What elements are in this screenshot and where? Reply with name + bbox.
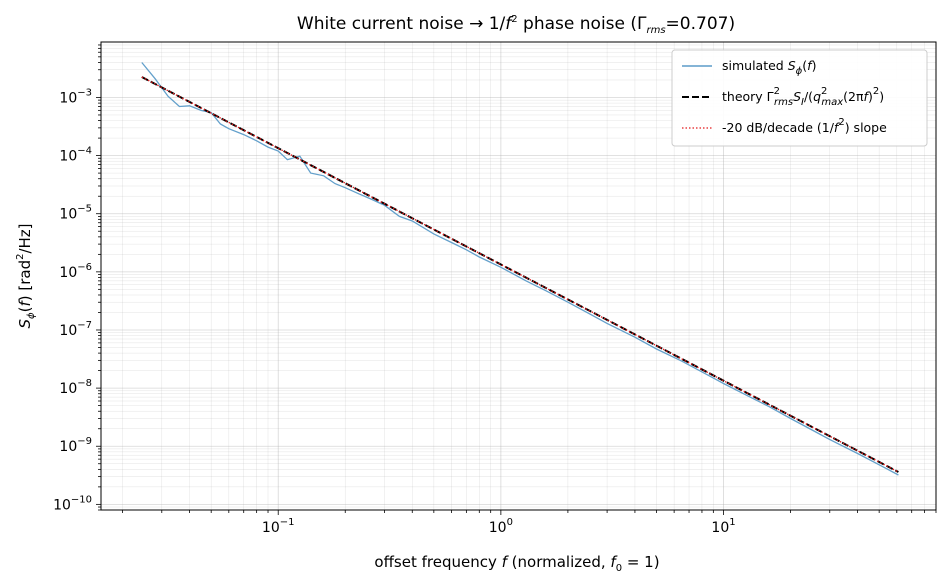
series-line-simulated [141, 62, 899, 476]
legend-entry-slope: -20 dB/decade (1/f2) slope [722, 117, 887, 135]
y-tick-label: 10−8 [59, 378, 92, 397]
y-tick-label: 10−4 [59, 146, 92, 165]
y-axis-label: Sϕ(f) [rad2/Hz] [15, 223, 37, 328]
legend: simulated Sϕ(f) theory Γ2 rmsSI/(q2 max(2π… [671, 49, 928, 147]
y-tick-label: 10−9 [59, 436, 92, 455]
y-tick-label: 10−7 [59, 320, 92, 339]
legend-entry-theory: theory Γ2 rmsSI/(q2 max(2πf)2) [722, 86, 884, 108]
y-tick-label: 10−3 [59, 87, 92, 106]
plot-area [141, 62, 899, 476]
y-tick-label: 10−10 [53, 494, 92, 513]
x-axis-label: offset frequency f (normalized, f0 = 1) [374, 553, 659, 574]
y-tick-label: 10−5 [59, 204, 92, 223]
x-tick-labels: 10−1 100 101 [262, 517, 736, 536]
legend-box [671, 49, 928, 147]
grid-lines [101, 42, 937, 511]
x-tick-label: 100 [489, 517, 513, 536]
legend-entry-simulated: simulated Sϕ(f) [722, 58, 816, 77]
y-tick-labels: 10−10 10−9 10−8 10−7 10−6 10−5 10−4 10−3 [53, 87, 92, 513]
chart-title: White current noise → 1/f2 phase noise (… [297, 14, 735, 36]
x-tick-label: 101 [711, 517, 735, 536]
y-tick-label: 10−6 [59, 262, 92, 281]
series-line-slope [141, 76, 899, 473]
x-tick-label: 10−1 [262, 517, 295, 536]
axis-ticks [96, 44, 937, 515]
axes-frame [100, 41, 937, 511]
